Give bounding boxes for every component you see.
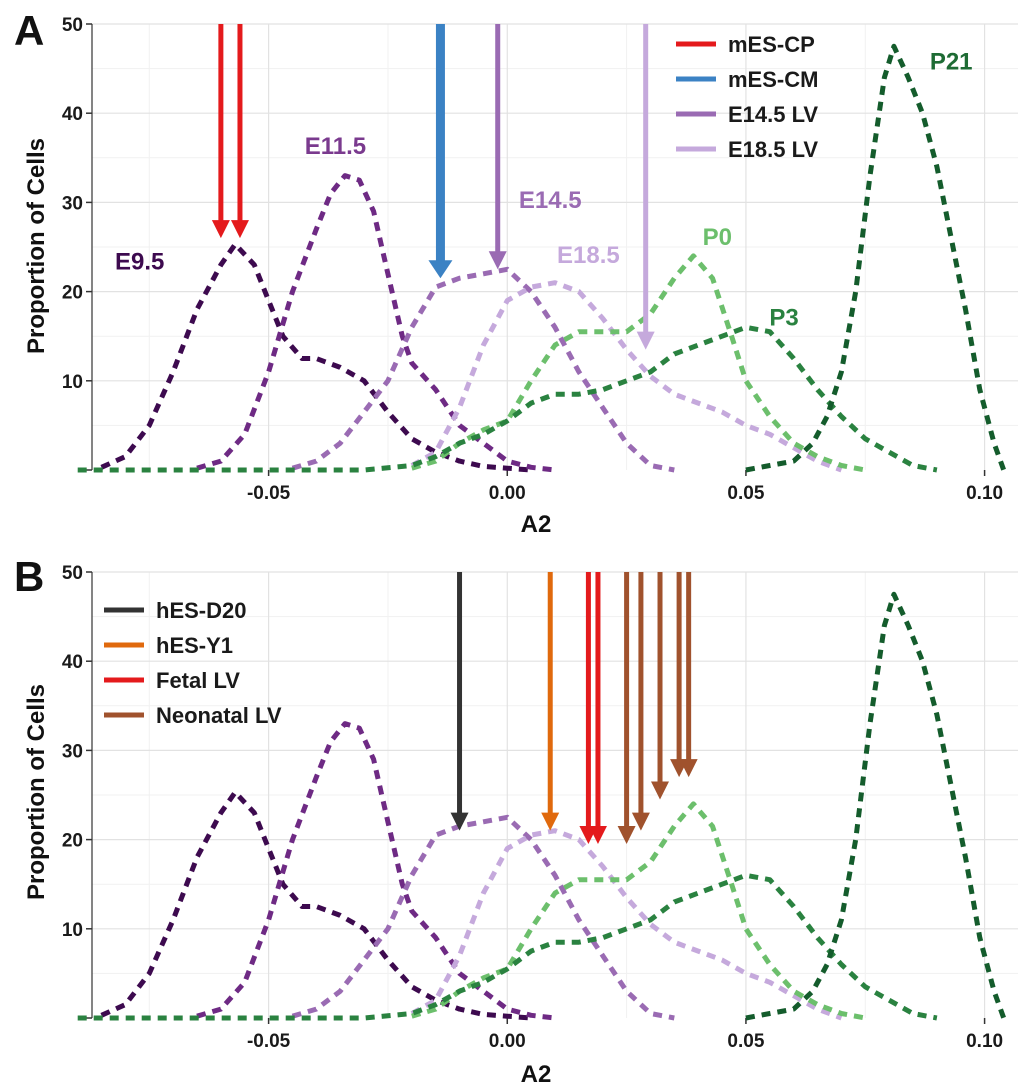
svg-text:hES-D20: hES-D20 (156, 598, 246, 623)
panel-a-curve-e11-5 (196, 173, 556, 473)
panel-a-arrow-mes-cp (230, 24, 249, 239)
panel-b-y-axis-title: Proportion of Cells (23, 684, 50, 900)
panel-b-arrow-fetal-lv (579, 572, 598, 845)
panel-a-x-axis-title: A2 (521, 511, 552, 538)
panel-a-arrow-mes-cp (211, 24, 230, 239)
panel-b-y-tick-label: 40 (62, 652, 83, 673)
panel-b-legend-item: Fetal LV (104, 668, 240, 693)
panel-a-chart: 10 20 30 40 50 -0.05 0.00 0.05 0.10 E9.5 E11.5 E14.… (62, 15, 1018, 504)
panel-a-curve-e9-5 (100, 241, 532, 473)
panel-a-curve-label: E14.5 (519, 187, 582, 214)
panel-b-arrow-neonatal-lv (679, 572, 698, 778)
panel-b-legend-item: Neonatal LV (104, 703, 282, 728)
panel-b-y-tick-label: 50 (62, 563, 83, 584)
panel-a-x-tick-label: -0.05 (247, 483, 291, 504)
panel-b-arrow-neonatal-lv (631, 572, 650, 831)
panel-a-y-axis-title: Proportion of Cells (23, 138, 50, 354)
panel-a-x-tick-label: 0.00 (489, 483, 526, 504)
panel-b-x-tick-label: 0.05 (727, 1031, 764, 1052)
panel-b-curve-p0 (411, 801, 866, 1021)
panel-a-curve-e14-5 (291, 266, 675, 473)
panel-a-arrow-mes-cm (428, 24, 453, 279)
panel-a-y-tick-label: 20 (62, 283, 83, 304)
panel-a-curve-e18-5 (410, 280, 843, 473)
panel-b-arrow-hes-y1 (541, 572, 560, 831)
panel-b-chart: 10 20 30 40 50 -0.05 0.00 0.05 0.10 hES-D20 hES-Y1… (62, 563, 1018, 1052)
svg-text:hES-Y1: hES-Y1 (156, 633, 233, 658)
svg-text:Neonatal LV: Neonatal LV (156, 703, 282, 728)
panel-a-curve-label: E9.5 (115, 248, 164, 275)
svg-text:mES-CP: mES-CP (728, 32, 815, 57)
panel-b-x-tick-label: -0.05 (247, 1031, 291, 1052)
panel-a-legend-item: mES-CM (676, 67, 818, 92)
panel-b-curve-p21 (745, 591, 1007, 1021)
panel-b-x-tick-label: 0.10 (966, 1031, 1003, 1052)
panel-b-arrow-neonatal-lv (651, 572, 670, 800)
panel-a-curve-label: P3 (769, 304, 798, 331)
panel-a-curve-label: E11.5 (305, 133, 366, 160)
panel-b-arrow-fetal-lv (588, 572, 607, 845)
panel-a-curve-label: P0 (703, 224, 732, 251)
panel-b-arrow-hes-d20 (450, 572, 469, 831)
panel-b-x-axis-title: A2 (521, 1061, 552, 1088)
panel-b-legend-item: hES-Y1 (104, 633, 233, 658)
panel-b-y-tick-label: 30 (62, 741, 83, 762)
panel-a-arrow-e18-5-lv (636, 24, 655, 350)
panel-a-curve-p0 (411, 253, 866, 473)
panel-a-curve-label: E18.5 (557, 242, 620, 269)
panel-a-y-tick-label: 40 (62, 104, 83, 125)
panel-b-arrow-neonatal-lv (670, 572, 689, 778)
panel-a-curve-label: P21 (930, 48, 973, 75)
svg-text:Fetal LV: Fetal LV (156, 668, 240, 693)
panel-a-y-tick-label: 50 (62, 15, 83, 36)
panel-a-arrow-e14-5-lv (488, 24, 507, 270)
panel-b-curve-e11-5 (196, 721, 556, 1021)
panel-a-legend-item: mES-CP (676, 32, 815, 57)
panel-b-curve-e18-5 (410, 828, 843, 1021)
panel-a-curve-p21 (745, 43, 1007, 473)
panel-label-b: B (14, 553, 44, 600)
panel-a-x-tick-label: 0.05 (727, 483, 764, 504)
panel-b-x-tick-label: 0.00 (489, 1031, 526, 1052)
panel-a-legend-item: E14.5 LV (676, 102, 818, 127)
panel-a-y-tick-label: 30 (62, 193, 83, 214)
panel-b-y-tick-label: 20 (62, 831, 83, 852)
panel-b-curve-e14-5 (291, 814, 675, 1021)
panel-a-x-tick-label: 0.10 (966, 483, 1003, 504)
panel-b-y-tick-label: 10 (62, 920, 83, 941)
svg-text:E14.5 LV: E14.5 LV (728, 102, 818, 127)
panel-b-arrow-neonatal-lv (617, 572, 636, 845)
panel-label-a: A (14, 7, 44, 54)
panel-b-legend-item: hES-D20 (104, 598, 246, 623)
svg-text:E18.5 LV: E18.5 LV (728, 137, 818, 162)
panel-a-legend-item: E18.5 LV (676, 137, 818, 162)
svg-text:mES-CM: mES-CM (728, 67, 818, 92)
panel-a-curve-p3 (77, 324, 938, 473)
panel-a-y-tick-label: 10 (62, 372, 83, 393)
panel-b-curve-p3 (77, 872, 938, 1021)
panel-b-curve-e9-5 (100, 789, 532, 1021)
